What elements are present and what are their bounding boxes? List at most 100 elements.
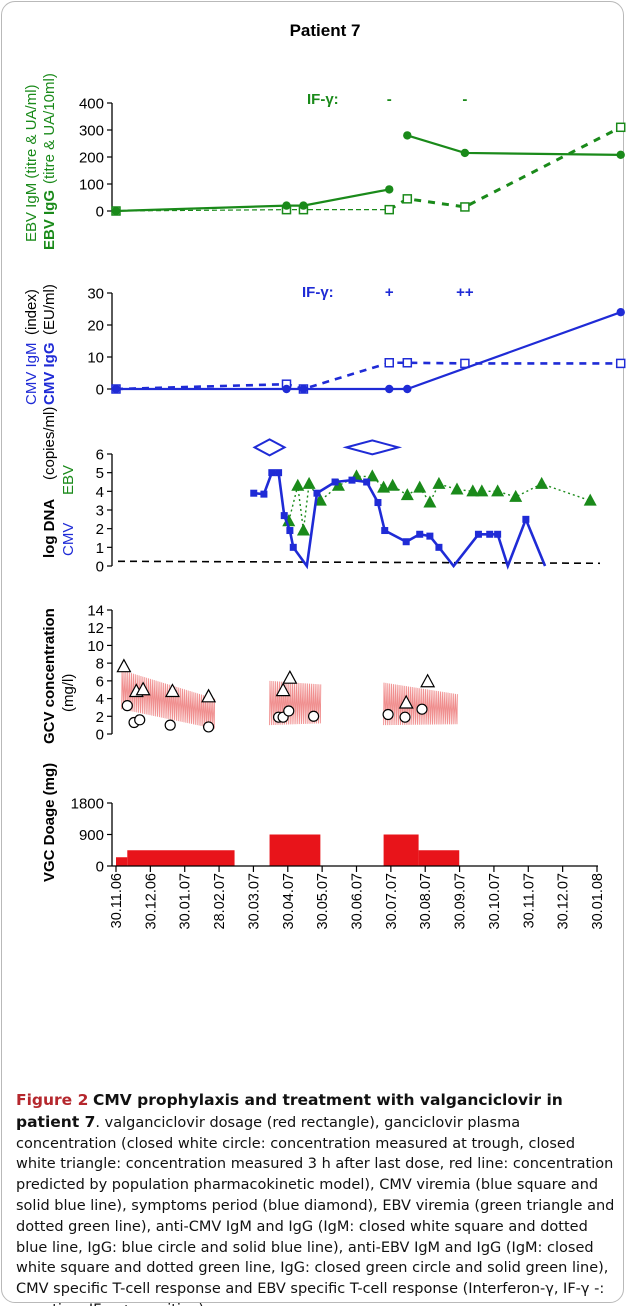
ebv-serology-if-mark: -: [462, 91, 467, 108]
ebv-igg-point: [282, 201, 291, 210]
cmv-serology-ylabel-igm: CMV IgM: [23, 342, 40, 405]
ebv-serology-ylabel-igg-unit: (titre & UA/10ml): [41, 73, 58, 184]
vgc-dosage-y-tick-label: 0: [96, 859, 104, 876]
time-x-tick-label: 30.11.07: [521, 873, 537, 928]
ebv-igg-point: [460, 148, 470, 158]
viremia-ylabel-cmv: CMV: [60, 523, 77, 556]
ebv-viremia-point: [475, 484, 489, 497]
cmv-viremia-point: [381, 527, 389, 535]
ebv-serology-y-tick-label: 0: [96, 204, 104, 221]
gcv-3h-point: [398, 694, 414, 709]
ebv-igm-line-early: [115, 209, 390, 212]
ganciclovir-y-tick-label: 12: [87, 620, 104, 637]
ebv-igm-point: [384, 204, 394, 215]
vgc-dosage-bar: [116, 857, 128, 866]
caption-body: . valganciclovir dosage (red rectangle),…: [16, 1114, 615, 1306]
ebv-igg-point: [403, 131, 412, 140]
ebv-viremia-point: [282, 514, 296, 527]
ebv-serology-ylabel-igg: EBV IgG: [41, 190, 58, 250]
time-x-tick-label: 30.12.07: [556, 873, 572, 929]
cmv-serology-ylabel-igm-unit: (index): [23, 289, 40, 335]
ebv-serology-y-tick-label: 100: [79, 177, 104, 194]
cmv-igm-point: [384, 358, 394, 368]
ebv-igg-point: [616, 150, 625, 160]
ebv-igg-line-early: [115, 188, 390, 213]
time-x-tick-label: 30.09.07: [453, 873, 469, 929]
cmv-viremia-point: [286, 527, 294, 535]
ganciclovir-y-tick-label: 10: [87, 638, 104, 655]
cmv-igg-point: [385, 384, 394, 394]
ganciclovir-y-tick-label: 4: [96, 691, 104, 708]
ebv-viremia-point: [302, 476, 316, 489]
symptom-period-diamond: [252, 438, 287, 457]
gcv-trough-point: [202, 721, 215, 733]
cmv-viremia-point: [474, 530, 482, 538]
time-x-tick-label: 30.11.06: [109, 873, 125, 928]
ebv-viremia-point: [365, 469, 379, 482]
gcv-trough-point: [283, 705, 295, 717]
time-x-tick-label: 30.05.07: [315, 873, 331, 929]
ebv-viremia-point: [423, 495, 437, 508]
ganciclovir-y-tick-label: 0: [96, 727, 104, 744]
cmv-viremia-point: [313, 489, 321, 497]
time-x-tick-label: 30.07.07: [384, 873, 400, 929]
ganciclovir-y-tick-label: 8: [96, 656, 104, 673]
viremia-y-tick-label: 2: [96, 521, 104, 538]
vgc-dosage-bar: [127, 850, 235, 866]
time-x-tick-label: 30.08.07: [418, 873, 434, 929]
ebv-serology-if-label: IF-γ:: [307, 91, 339, 108]
ganciclovir-ylabel: GCV concentration: [41, 608, 58, 744]
cmv-serology-ylabel-igg: CMV IgG: [41, 343, 58, 406]
gcv-3h-point: [135, 681, 151, 696]
time-x-tick-label: 30.12.06: [143, 873, 159, 929]
ebv-igm-point: [402, 194, 413, 204]
ebv-serology-y-tick-label: 300: [79, 123, 104, 140]
gcv-3h-point: [275, 682, 291, 697]
viremia-y-tick-label: 4: [96, 484, 104, 501]
ebv-viremia-point: [413, 480, 427, 493]
ganciclovir-y-tick-label: 6: [96, 673, 104, 690]
gcv-trough-point: [134, 714, 146, 726]
cmv-serology-ylabel-igg-unit: (EU/ml): [41, 284, 58, 335]
cmv-serology-y-tick-label: 20: [87, 318, 104, 335]
cmv-igm-point: [615, 358, 626, 369]
vgc-dosage-y-tick-label: 900: [79, 827, 104, 844]
gcv-trough-point: [121, 700, 133, 712]
ebv-serology-ylabel-igm: EBV IgM (titre & UA/ml): [23, 84, 40, 242]
ebv-viremia-point: [291, 478, 305, 491]
time-x-tick-label: 28.02.07: [212, 873, 228, 929]
ganciclovir-y-tick-label: 2: [96, 709, 104, 726]
cmv-viremia-point: [402, 538, 410, 546]
ebv-igg-point: [385, 185, 394, 194]
ebv-igg-line-late: [406, 134, 621, 156]
gcv-trough-point: [382, 708, 394, 721]
ebv-serology-y-tick-label: 400: [79, 96, 104, 113]
cmv-igg-point: [299, 384, 308, 394]
cmv-viremia-point: [331, 478, 339, 486]
viremia-y-tick-label: 1: [96, 540, 104, 557]
chart-title: Patient 7: [290, 21, 361, 40]
gcv-3h-point: [116, 658, 132, 673]
cmv-viremia-point: [416, 530, 424, 538]
ebv-viremia-point: [509, 489, 523, 502]
time-x-tick-label: 30.10.07: [487, 873, 503, 929]
ebv-igm-point: [615, 122, 626, 133]
figure-caption: Figure 2 CMV prophylaxis and treatment w…: [16, 1090, 616, 1306]
viremia-y-tick-label: 3: [96, 503, 104, 520]
viremia-y-tick-label: 0: [96, 559, 104, 576]
caption-figure-title-patient: patient 7: [16, 1112, 96, 1131]
cmv-viremia-point: [250, 489, 258, 497]
gcv-trough-point: [416, 703, 428, 715]
cmv-serology-y-tick-label: 10: [87, 350, 104, 367]
gcv-3h-point: [420, 673, 436, 688]
gcv-trough-point: [164, 719, 176, 731]
cmv-igg-point: [111, 384, 121, 394]
vgc-dosage-y-tick-label: 1800: [71, 796, 104, 813]
gcv-trough-point: [307, 710, 320, 722]
cmv-viremia-point: [486, 530, 494, 538]
cmv-viremia-point: [494, 530, 502, 538]
ebv-viremia-point: [466, 484, 480, 497]
cmv-viremia-point: [435, 543, 443, 551]
